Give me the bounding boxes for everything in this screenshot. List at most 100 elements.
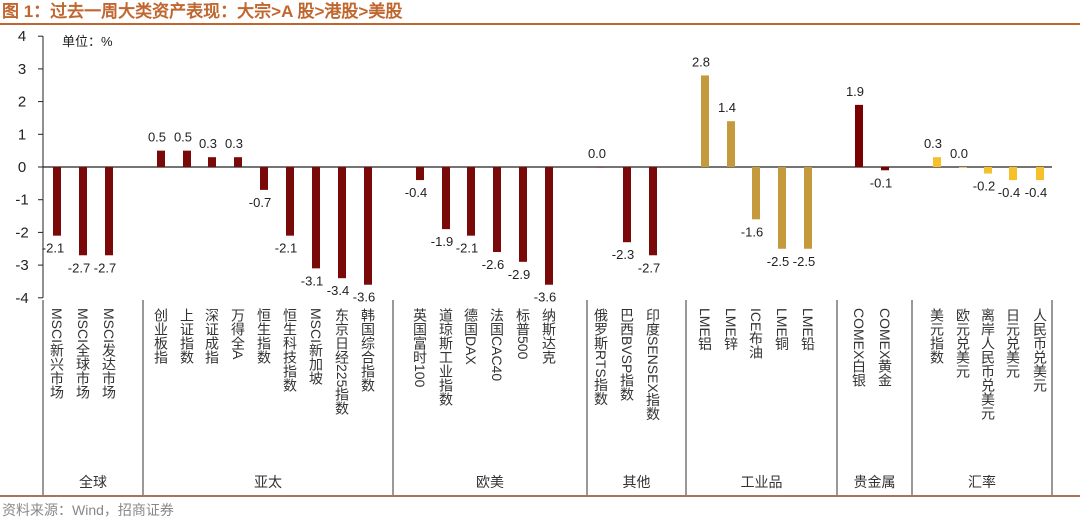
category-label: 道琼斯工业指数	[438, 308, 454, 406]
value-label: -0.4	[405, 185, 427, 200]
y-tick-label: -1	[15, 192, 28, 209]
value-label: -0.2	[973, 179, 995, 194]
value-label: -3.6	[534, 290, 556, 305]
y-tick-label: 2	[18, 94, 26, 111]
value-label: 0.5	[174, 130, 192, 145]
category-label: 欧元兑美元	[955, 308, 971, 379]
value-label: -2.7	[68, 260, 90, 275]
y-tick-label: -2	[15, 224, 28, 241]
bar	[364, 167, 372, 285]
value-label: -1.6	[741, 224, 763, 239]
category-label: 韩国综合指数	[360, 308, 376, 392]
category-label: 法国CAC40	[489, 308, 505, 381]
category-label: 标普500	[515, 308, 531, 360]
category-label: 万得全A	[230, 308, 246, 360]
value-label: 1.9	[846, 84, 864, 99]
bar	[260, 167, 268, 190]
bar	[727, 121, 735, 167]
category-label: LME铅	[800, 308, 816, 351]
bar	[416, 167, 424, 181]
category-label: 巴西BVSP指数	[619, 308, 635, 402]
category-label: 深证成指	[204, 308, 220, 364]
category-label: MSCI新兴市场	[49, 308, 65, 400]
value-label: -3.1	[301, 273, 323, 288]
source-note: 资料来源：Wind，招商证券	[2, 502, 174, 518]
bar	[545, 167, 553, 285]
value-label: -0.4	[998, 185, 1020, 200]
value-label: -0.4	[1025, 185, 1047, 200]
bar	[312, 167, 320, 269]
value-label: 0.0	[588, 146, 606, 161]
bar	[804, 167, 812, 249]
bar	[234, 157, 242, 167]
value-label: 0.0	[950, 146, 968, 161]
bars: -2.1 -2.7 -2.7 0.5 0.5 0.3 0.3 -0.7 -2.1 -3.1 -3.4…	[42, 54, 1047, 304]
value-label: 0.5	[148, 130, 166, 145]
value-label: -0.1	[870, 175, 892, 190]
group-label: 全球	[79, 474, 107, 490]
value-label: 2.8	[692, 54, 710, 69]
category-label: 德国DAX	[463, 308, 479, 365]
value-label: -1.9	[431, 234, 453, 249]
category-label: 俄罗斯RTS指数	[593, 308, 609, 406]
category-label: LME铜	[774, 308, 790, 352]
bar	[701, 75, 709, 167]
value-label: -3.4	[327, 283, 349, 298]
bar	[933, 157, 941, 167]
bar	[53, 167, 61, 236]
bar	[286, 167, 294, 236]
y-tick-label: -3	[15, 257, 28, 274]
value-label: -2.1	[42, 241, 64, 256]
group-label: 工业品	[741, 474, 783, 490]
value-label: -2.1	[456, 241, 478, 256]
value-label: -2.7	[638, 260, 660, 275]
group-label: 欧美	[476, 474, 504, 490]
bar	[752, 167, 760, 220]
bar	[1009, 167, 1017, 181]
category-label: 人民币兑美元	[1032, 308, 1048, 393]
category-label: 创业板指	[153, 308, 169, 364]
bar	[778, 167, 786, 249]
category-label: MSCI发达市场	[101, 308, 117, 400]
category-label: 恒生指数	[256, 308, 272, 364]
category-label: 日元兑美元	[1005, 308, 1021, 379]
bar	[105, 167, 113, 256]
category-label: 印度SENSEX指数	[645, 308, 661, 421]
y-tick-label: 1	[18, 126, 26, 143]
value-label: -0.7	[249, 195, 271, 210]
category-label: MSCI全球市场	[75, 308, 91, 400]
group-label: 汇率	[968, 474, 996, 490]
y-tick-label: 3	[18, 61, 26, 78]
bar	[79, 167, 87, 256]
value-label: -2.6	[482, 257, 504, 272]
bar	[984, 167, 992, 174]
bar	[959, 167, 967, 168]
unit-label: 单位：%	[62, 34, 113, 49]
bar	[881, 167, 889, 171]
value-label: -2.1	[275, 241, 297, 256]
group-label: 贵金属	[854, 474, 896, 490]
value-label: 0.3	[199, 136, 217, 151]
bar	[1036, 167, 1044, 181]
value-label: 0.3	[924, 136, 942, 151]
category-label: MSCI新加坡	[308, 308, 324, 385]
chart-title: 图 1：过去一周大类资产表现：大宗>A 股>港股>美股	[2, 1, 402, 21]
category-label: 东京日经225指数	[334, 308, 350, 416]
y-axis: 4 3 2 1 0 -1 -2 -3 -4	[15, 28, 1052, 307]
bar	[467, 167, 475, 236]
y-tick-label: 0	[18, 159, 26, 176]
bar	[183, 150, 191, 167]
bar	[208, 157, 216, 167]
category-label: COMEX黄金	[877, 308, 893, 387]
value-label: -2.5	[767, 254, 789, 269]
value-label: 0.3	[225, 136, 243, 151]
bar	[855, 104, 863, 167]
y-tick-label: 4	[18, 28, 26, 45]
value-label: -2.7	[94, 260, 116, 275]
group-label: 亚太	[254, 474, 282, 490]
bar	[623, 167, 631, 243]
bar	[493, 167, 501, 253]
bar	[597, 167, 605, 168]
